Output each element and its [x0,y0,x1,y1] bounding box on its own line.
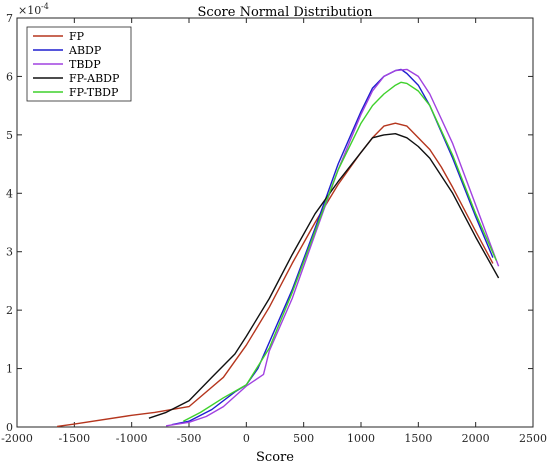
x-tick-label: -2000 [1,432,33,445]
y-tick-label: 1 [6,363,13,376]
legend-label-fp-abdp: FP-ABDP [69,72,120,85]
x-tick-label: -1000 [116,432,148,445]
x-tick-label: 1000 [347,432,375,445]
y-tick-label: 3 [6,246,13,259]
x-axis: -2000 -1500 -1000 -500 0 500 1000 1500 2000 2500 [1,18,547,445]
y-tick-label: 7 [6,12,13,25]
x-tick-label: 0 [243,432,250,445]
legend-label-tbdp: TBDP [69,58,101,71]
plot-frame [16,17,534,428]
x-tick-label: -1500 [58,432,90,445]
legend-label-fp: FP [69,30,85,43]
y-tick-label: 4 [6,187,13,200]
y-exponent-base: ×10 [18,4,41,17]
x-tick-label: 1500 [404,432,432,445]
legend-label-fp-tbdp: FP-TBDP [69,86,119,99]
x-tick-label: -500 [177,432,202,445]
plot-area [16,17,534,428]
legend-label-abdp: ABDP [68,44,102,57]
x-tick-label: 500 [293,432,314,445]
y-tick-label: 0 [6,421,13,434]
series-layer [57,68,500,428]
x-tick-label: 2500 [519,432,547,445]
y-tick-label: 6 [6,70,13,83]
y-exponent-power: -4 [41,2,49,11]
chart-title: Score Normal Distribution [198,5,374,20]
series-line-fp-abdp [148,132,500,419]
series-line-fp-tbdp [182,81,497,422]
x-tick-label: 2000 [462,432,490,445]
y-tick-label: 2 [6,304,13,317]
x-axis-label: Score [256,450,294,465]
y-tick-label: 5 [6,129,13,142]
series-line-tbdp [165,68,500,427]
y-axis: 0 1 2 3 4 5 6 7 [6,12,533,434]
